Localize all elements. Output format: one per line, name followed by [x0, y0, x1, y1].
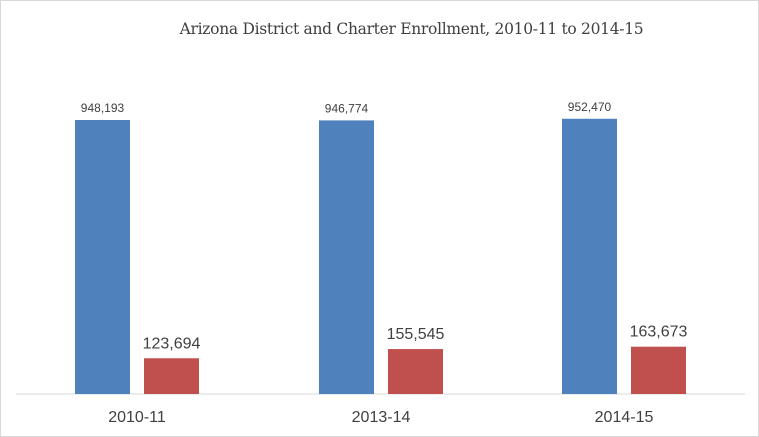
- bar-red-2010-11: [144, 358, 199, 394]
- data-label: 155,545: [387, 326, 445, 343]
- data-label: 952,470: [568, 100, 612, 114]
- bar-blue-2013-14: [319, 120, 374, 395]
- bar-blue-2010-11: [75, 120, 130, 394]
- chart-title: Arizona District and Charter Enrollment,…: [179, 20, 644, 38]
- data-label: 948,193: [81, 101, 125, 115]
- x-tick-label: 2014-15: [595, 409, 654, 426]
- data-label: 123,694: [143, 335, 201, 352]
- bar-red-2013-14: [388, 349, 443, 394]
- bar-blue-2014-15: [562, 118, 617, 394]
- data-label: 946,774: [325, 101, 369, 115]
- bar-red-2014-15: [631, 346, 686, 394]
- x-tick-label: 2010-11: [108, 409, 166, 426]
- x-tick-label: 2013-14: [352, 409, 411, 426]
- data-label: 163,673: [630, 324, 688, 341]
